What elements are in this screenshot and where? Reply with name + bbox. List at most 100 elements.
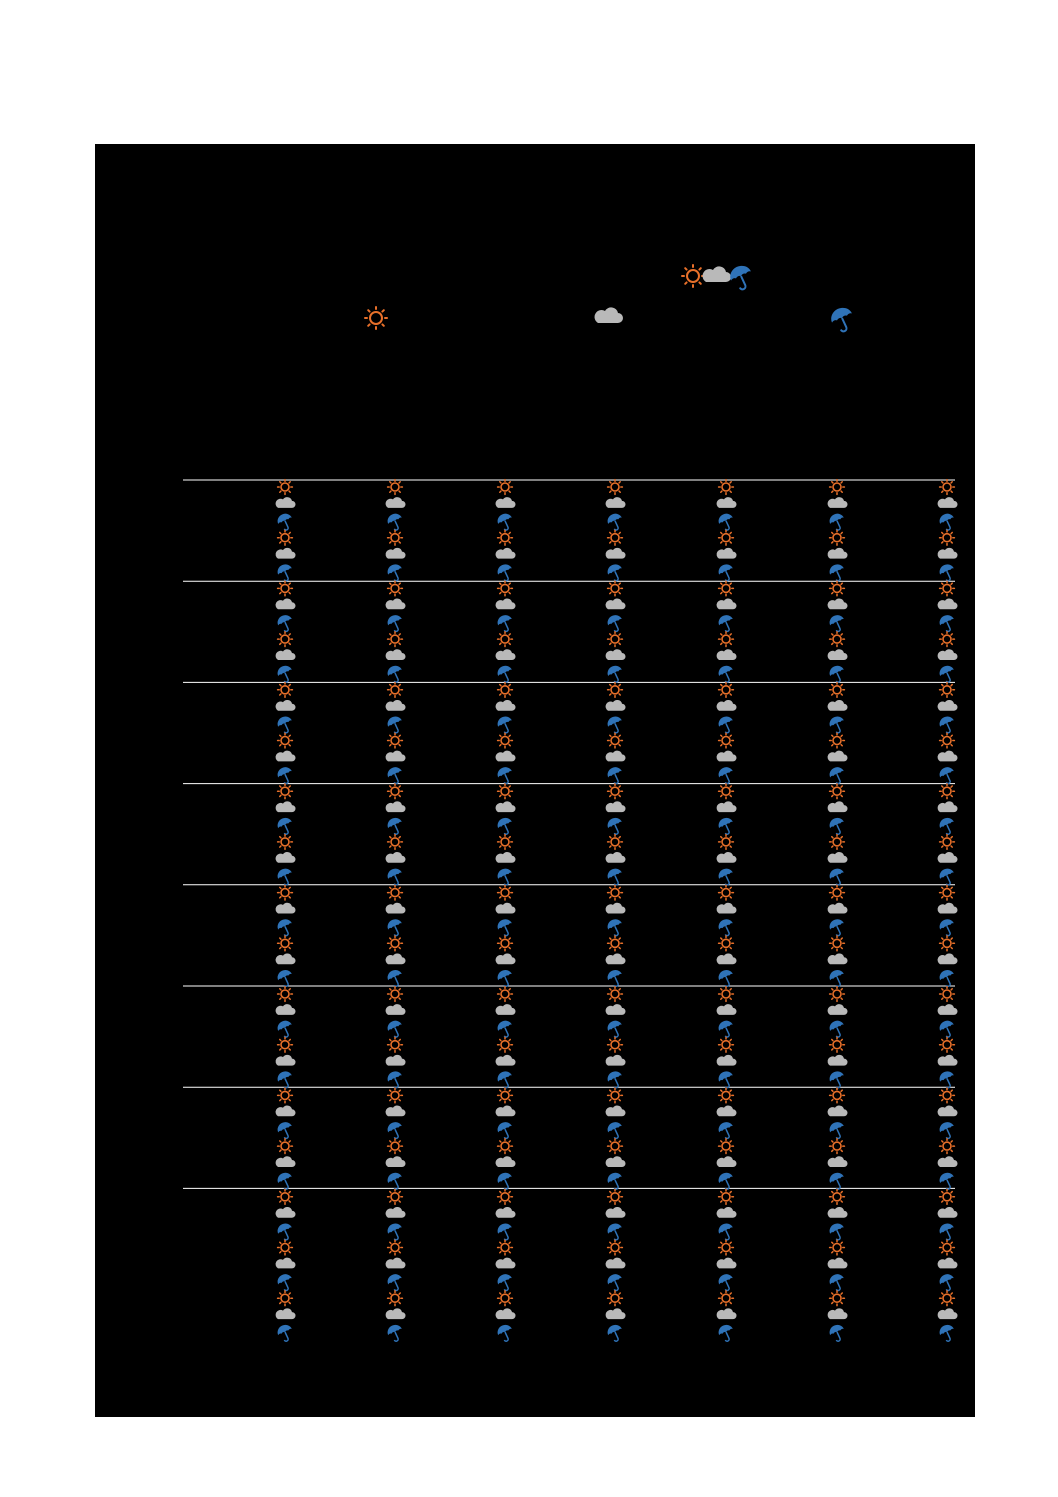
umbrella-icon <box>497 1071 512 1089</box>
umbrella-icon <box>718 970 733 988</box>
umbrella-icon <box>718 919 733 937</box>
umbrella-icon <box>607 817 622 835</box>
sun-icon <box>606 732 624 749</box>
umbrella-icon <box>497 1223 512 1241</box>
sun-icon <box>606 935 624 952</box>
sun-icon <box>828 478 846 496</box>
sun-icon <box>496 1188 514 1205</box>
cloud-icon <box>275 1308 296 1320</box>
sun-icon <box>606 630 624 648</box>
cloud-icon <box>937 801 958 813</box>
cloud-icon <box>275 852 296 863</box>
cloud-icon <box>827 902 848 914</box>
sun-icon <box>717 681 735 698</box>
cloud-icon <box>495 750 516 762</box>
umbrella-icon <box>829 817 844 835</box>
cloud-icon <box>594 307 623 323</box>
umbrella-icon <box>387 1274 402 1292</box>
sun-icon <box>938 1188 956 1205</box>
cloud-icon <box>605 852 626 863</box>
umbrella-icon <box>829 1172 844 1190</box>
sun-icon <box>364 306 388 330</box>
cloud-icon <box>275 1004 296 1015</box>
sun-icon <box>606 884 624 901</box>
umbrella-icon <box>277 1223 292 1241</box>
sun-icon <box>496 1137 514 1155</box>
sun-icon <box>386 935 404 952</box>
sun-icon <box>717 985 735 1003</box>
cloud-icon <box>716 547 737 559</box>
cloud-icon <box>716 699 737 711</box>
sun-icon <box>938 1290 956 1307</box>
legend-umbrella <box>829 305 855 333</box>
sun-icon <box>938 478 956 496</box>
umbrella-icon <box>939 1172 954 1190</box>
cloud-icon <box>937 1156 958 1167</box>
umbrella-icon <box>607 564 622 582</box>
sun-icon <box>938 1036 956 1053</box>
cloud-icon <box>827 1054 848 1066</box>
umbrella-icon <box>829 919 844 937</box>
sun-icon <box>938 1239 956 1256</box>
umbrella-icon <box>829 615 844 633</box>
cloud-icon <box>937 699 958 711</box>
sun-icon <box>386 833 404 851</box>
umbrella-icon <box>497 868 512 886</box>
umbrella-icon <box>829 868 844 886</box>
cloud-icon <box>937 902 958 914</box>
cloud-icon <box>716 649 737 660</box>
sun-icon <box>276 1087 294 1104</box>
cloud-icon <box>937 852 958 863</box>
sun-icon <box>717 732 735 749</box>
sun-icon <box>386 1290 404 1307</box>
sun-icon <box>717 1290 735 1307</box>
sun-icon <box>938 732 956 749</box>
umbrella-icon <box>939 716 954 734</box>
sun-icon <box>276 630 294 648</box>
sun-icon <box>717 1188 735 1205</box>
cloud-icon <box>385 1004 406 1015</box>
cloud-icon <box>385 1206 406 1218</box>
umbrella-icon <box>939 564 954 582</box>
umbrella-icon <box>939 1223 954 1241</box>
umbrella-icon <box>829 665 844 683</box>
umbrella-icon <box>497 767 512 785</box>
sun-icon <box>386 681 404 698</box>
cloud-icon <box>275 902 296 914</box>
cloud-icon <box>827 598 848 610</box>
sun-icon <box>496 1290 514 1307</box>
day-column <box>937 478 958 1342</box>
cloud-icon <box>716 1156 737 1167</box>
sun-icon <box>828 1036 846 1053</box>
sun-icon <box>496 580 514 597</box>
umbrella-icon <box>607 1122 622 1140</box>
cloud-icon <box>385 598 406 610</box>
umbrella-icon <box>497 615 512 633</box>
sun-icon <box>276 985 294 1003</box>
cloud-icon <box>605 1257 626 1269</box>
cloud-icon <box>495 1156 516 1167</box>
umbrella-icon <box>497 513 512 531</box>
sun-icon <box>496 478 514 496</box>
cloud-icon <box>605 902 626 914</box>
umbrella-icon <box>939 1071 954 1089</box>
cloud-icon <box>385 1156 406 1167</box>
sun-icon <box>496 1087 514 1104</box>
cloud-icon <box>827 1257 848 1269</box>
sun-icon <box>717 1239 735 1256</box>
umbrella-icon <box>277 1071 292 1089</box>
umbrella-icon <box>718 868 733 886</box>
cloud-icon <box>385 649 406 660</box>
cloud-icon <box>275 547 296 559</box>
cloud-icon <box>495 953 516 965</box>
umbrella-icon <box>277 919 292 937</box>
sun-icon <box>828 985 846 1003</box>
sun-icon <box>938 884 956 901</box>
umbrella-icon <box>939 1274 954 1292</box>
cloud-icon <box>937 649 958 660</box>
sun-icon <box>386 580 404 597</box>
sun-icon <box>276 833 294 851</box>
umbrella-icon <box>497 665 512 683</box>
sun-icon <box>938 783 956 800</box>
sun-icon <box>606 681 624 698</box>
